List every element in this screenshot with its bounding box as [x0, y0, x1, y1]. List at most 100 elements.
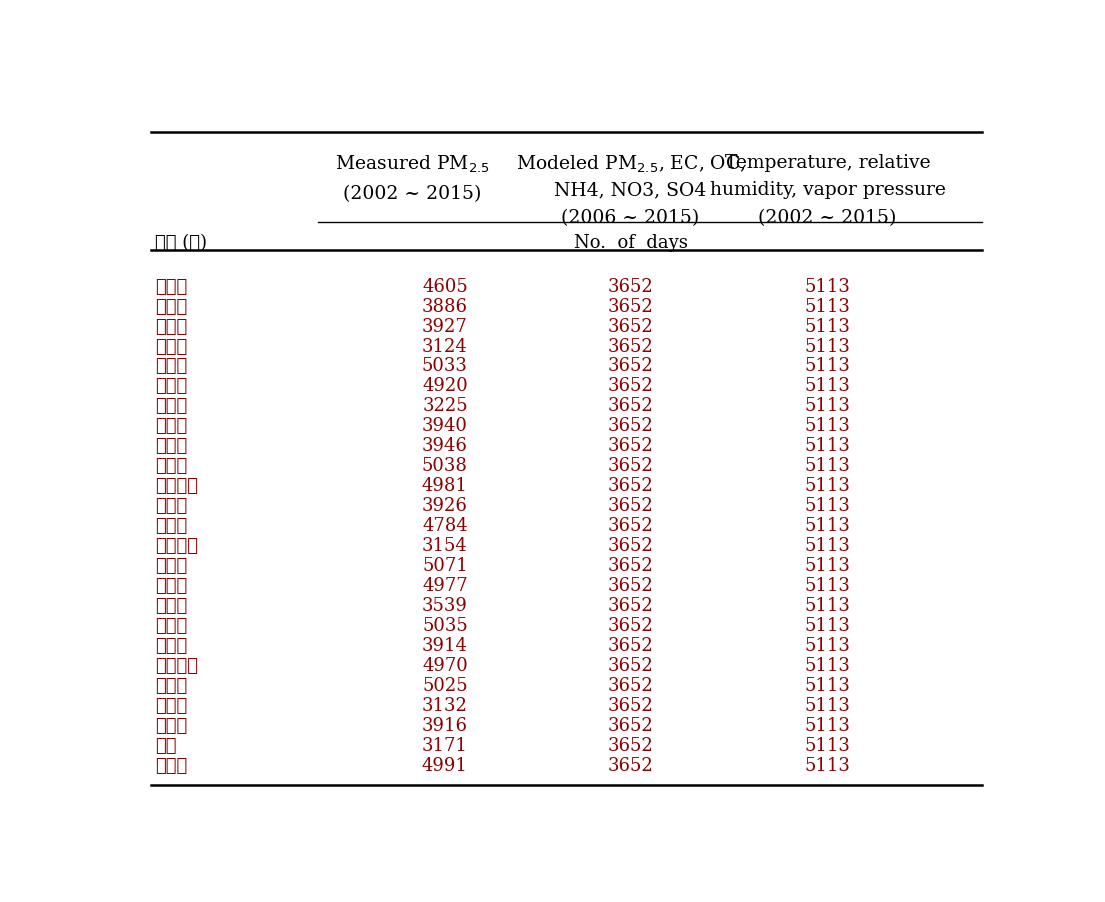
Text: 5025: 5025: [422, 676, 467, 695]
Text: 4605: 4605: [422, 277, 467, 295]
Text: 3652: 3652: [608, 357, 653, 375]
Text: 강남구: 강남구: [155, 277, 188, 295]
Text: 3132: 3132: [422, 696, 467, 714]
Text: 5113: 5113: [804, 696, 851, 714]
Text: 노원구: 노원구: [155, 437, 188, 455]
Text: 3652: 3652: [608, 537, 653, 555]
Text: 3886: 3886: [422, 298, 467, 315]
Text: 3652: 3652: [608, 596, 653, 614]
Text: 3652: 3652: [608, 756, 653, 774]
Text: NH4, NO3, SO4: NH4, NO3, SO4: [555, 181, 707, 199]
Text: 5113: 5113: [804, 537, 851, 555]
Text: 마포구: 마포구: [155, 517, 188, 535]
Text: 도봉구: 도봉구: [155, 456, 188, 474]
Text: 3916: 3916: [422, 716, 467, 734]
Text: 은평구: 은평구: [155, 696, 188, 714]
Text: 5113: 5113: [804, 417, 851, 435]
Text: 3652: 3652: [608, 716, 653, 734]
Text: Temperature, relative: Temperature, relative: [725, 153, 930, 171]
Text: 3652: 3652: [608, 477, 653, 495]
Text: 3652: 3652: [608, 696, 653, 714]
Text: 5113: 5113: [804, 437, 851, 455]
Text: 5113: 5113: [804, 616, 851, 634]
Text: 4977: 4977: [422, 576, 467, 594]
Text: 5113: 5113: [804, 596, 851, 614]
Text: 강북구: 강북구: [155, 318, 188, 336]
Text: 4991: 4991: [422, 756, 467, 774]
Text: 3652: 3652: [608, 576, 653, 594]
Text: 3652: 3652: [608, 298, 653, 315]
Text: (2002 ~ 2015): (2002 ~ 2015): [343, 185, 482, 203]
Text: 4981: 4981: [422, 477, 467, 495]
Text: 3652: 3652: [608, 397, 653, 415]
Text: No.  of  days: No. of days: [573, 234, 687, 252]
Text: 5113: 5113: [804, 557, 851, 575]
Text: 강동구: 강동구: [155, 298, 188, 315]
Text: 5113: 5113: [804, 277, 851, 295]
Text: 3652: 3652: [608, 377, 653, 395]
Text: 3124: 3124: [422, 337, 467, 355]
Text: 4784: 4784: [422, 517, 467, 535]
Text: 3946: 3946: [422, 437, 467, 455]
Text: 5113: 5113: [804, 318, 851, 336]
Text: 5113: 5113: [804, 497, 851, 515]
Text: 3652: 3652: [608, 318, 653, 336]
Text: 5071: 5071: [422, 557, 467, 575]
Text: 5033: 5033: [422, 357, 467, 375]
Text: 5113: 5113: [804, 377, 851, 395]
Text: 관악구: 관악구: [155, 357, 188, 375]
Text: 강서구: 강서구: [155, 337, 188, 355]
Text: 5113: 5113: [804, 517, 851, 535]
Text: Measured PM$_{2.5}$: Measured PM$_{2.5}$: [335, 153, 490, 175]
Text: 5113: 5113: [804, 676, 851, 695]
Text: 송파구: 송파구: [155, 616, 188, 634]
Text: 3652: 3652: [608, 676, 653, 695]
Text: 3539: 3539: [422, 596, 467, 614]
Text: 중랑구: 중랑구: [155, 756, 188, 774]
Text: (2006 ~ 2015): (2006 ~ 2015): [561, 209, 699, 227]
Text: 3652: 3652: [608, 616, 653, 634]
Text: 동대문구: 동대문구: [155, 477, 198, 495]
Text: 종로구: 종로구: [155, 716, 188, 734]
Text: 3225: 3225: [422, 397, 467, 415]
Text: 3652: 3652: [608, 557, 653, 575]
Text: 5113: 5113: [804, 397, 851, 415]
Text: 5113: 5113: [804, 736, 851, 754]
Text: 영등포구: 영등포구: [155, 657, 198, 675]
Text: 3926: 3926: [422, 497, 467, 515]
Text: 3914: 3914: [422, 636, 467, 654]
Text: Modeled PM$_{2.5}$, EC, OC,: Modeled PM$_{2.5}$, EC, OC,: [516, 153, 746, 175]
Text: 3652: 3652: [608, 636, 653, 654]
Text: 5113: 5113: [804, 298, 851, 315]
Text: 5113: 5113: [804, 657, 851, 675]
Text: 3652: 3652: [608, 517, 653, 535]
Text: 서초구: 서초구: [155, 557, 188, 575]
Text: 금천구: 금천구: [155, 417, 188, 435]
Text: 지역 (구): 지역 (구): [155, 234, 208, 252]
Text: 서대문구: 서대문구: [155, 537, 198, 555]
Text: 5113: 5113: [804, 716, 851, 734]
Text: 3652: 3652: [608, 736, 653, 754]
Text: 5113: 5113: [804, 756, 851, 774]
Text: 3652: 3652: [608, 337, 653, 355]
Text: 3652: 3652: [608, 657, 653, 675]
Text: 광진구: 광진구: [155, 377, 188, 395]
Text: 5113: 5113: [804, 477, 851, 495]
Text: 5035: 5035: [422, 616, 467, 634]
Text: 3652: 3652: [608, 417, 653, 435]
Text: 3652: 3652: [608, 456, 653, 474]
Text: 양천구: 양천구: [155, 636, 188, 654]
Text: 용산구: 용산구: [155, 676, 188, 695]
Text: humidity, vapor pressure: humidity, vapor pressure: [709, 181, 946, 199]
Text: 중구: 중구: [155, 736, 177, 754]
Text: (2002 ~ 2015): (2002 ~ 2015): [758, 209, 896, 227]
Text: 성북구: 성북구: [155, 596, 188, 614]
Text: 4920: 4920: [422, 377, 467, 395]
Text: 5113: 5113: [804, 636, 851, 654]
Text: 5113: 5113: [804, 357, 851, 375]
Text: 동작구: 동작구: [155, 497, 188, 515]
Text: 5113: 5113: [804, 456, 851, 474]
Text: 4970: 4970: [422, 657, 467, 675]
Text: 구로구: 구로구: [155, 397, 188, 415]
Text: 3652: 3652: [608, 277, 653, 295]
